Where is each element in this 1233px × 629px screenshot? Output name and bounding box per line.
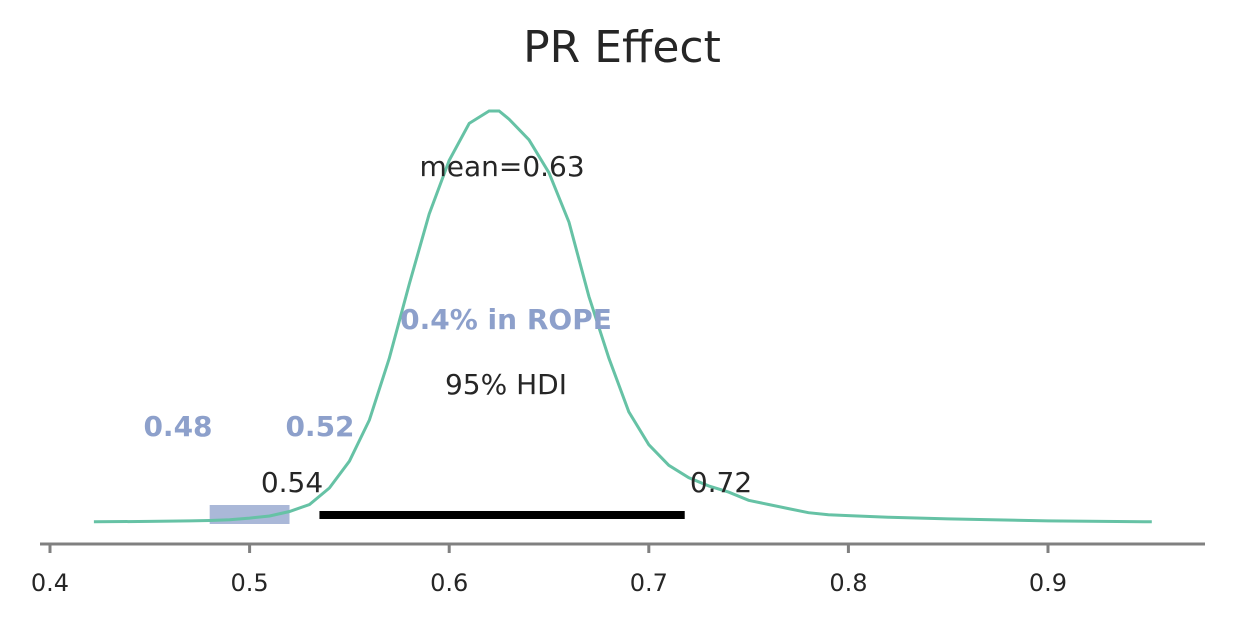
- x-tick-label: 0.6: [430, 569, 468, 597]
- density-curve: [93, 109, 1152, 524]
- rope-high-label: 0.52: [285, 410, 354, 443]
- x-tick-label: 0.8: [829, 569, 867, 597]
- x-tick-label: 0.9: [1029, 569, 1067, 597]
- hdi-low-label: 0.54: [261, 466, 323, 499]
- chart-title: PR Effect: [523, 22, 721, 73]
- hdi-probability-label: 95% HDI: [445, 368, 567, 401]
- mean-label: mean=0.63: [419, 150, 584, 183]
- x-axis-ticks: 0.4 0.5 0.6 0.7 0.8 0.9: [31, 544, 1067, 597]
- rope-percent-label: 0.4% in ROPE: [400, 303, 612, 336]
- x-tick-label: 0.5: [231, 569, 269, 597]
- x-tick-label: 0.7: [630, 569, 668, 597]
- rope-low-label: 0.48: [143, 410, 212, 443]
- hdi-high-label: 0.72: [690, 466, 752, 499]
- x-tick-label: 0.4: [31, 569, 69, 597]
